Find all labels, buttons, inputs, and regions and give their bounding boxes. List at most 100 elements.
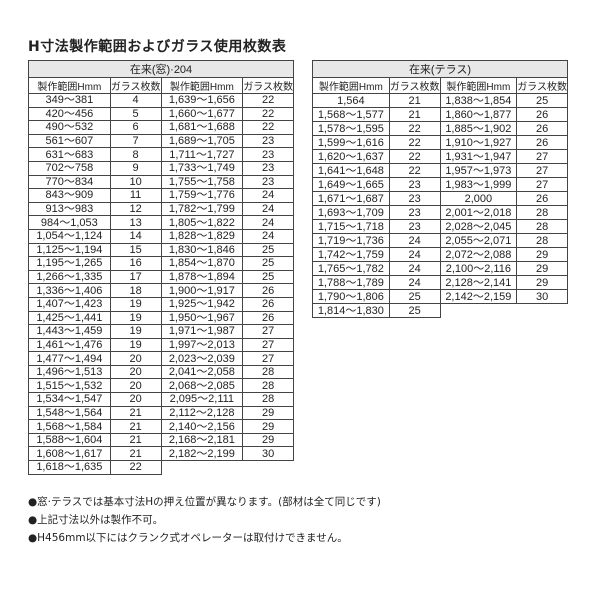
glass-count-cell: 21 <box>388 93 441 108</box>
table-row: 1,814～1,830 25 <box>312 303 568 318</box>
glass-count-cell: 24 <box>388 275 441 290</box>
range-cell: 1,790～1,806 <box>312 289 390 304</box>
empty-cell <box>161 461 294 475</box>
range-cell: 1,689～1,705 <box>160 133 244 149</box>
glass-count-cell: 23 <box>242 174 294 190</box>
glass-count-cell: 28 <box>516 205 568 220</box>
glass-count-cell: 21 <box>109 446 162 462</box>
range-cell: 349～381 <box>28 93 111 108</box>
table-row: 1,443～1,459 19 1,971～1,987 27 <box>28 324 294 339</box>
table-row: 1,568～1,577 21 1,860～1,877 26 <box>312 107 568 122</box>
table-row: 1,719～1,736 24 2,055～2,071 28 <box>312 233 568 248</box>
table-row: 843～909 11 1,759～1,776 24 <box>28 188 294 203</box>
glass-count-cell: 29 <box>516 247 568 262</box>
range-cell: 2,095～2,111 <box>160 392 244 407</box>
glass-count-cell: 25 <box>242 256 294 271</box>
glass-count-cell: 23 <box>388 191 441 206</box>
glass-count-cell: 23 <box>242 133 294 149</box>
table-row: 984～1,053 13 1,805～1,822 24 <box>28 215 294 230</box>
range-cell: 1,742～1,759 <box>312 247 390 262</box>
footnote: ●上記寸法以外は製作不可。 <box>28 514 164 526</box>
column-header: ガラス枚数 <box>516 77 568 94</box>
table-row: 1,620～1,637 22 1,931～1,947 27 <box>312 149 568 164</box>
glass-count-cell: 25 <box>516 93 568 108</box>
range-cell: 1,711～1,727 <box>160 147 244 162</box>
glass-count-cell: 12 <box>109 201 162 217</box>
glass-count-cell: 17 <box>109 269 162 285</box>
column-header: ガラス枚数 <box>388 77 441 94</box>
glass-count-cell: 28 <box>242 364 294 380</box>
glass-count-cell: 26 <box>516 121 568 136</box>
range-cell: 1,599～1,616 <box>312 135 390 150</box>
range-cell: 1,828～1,829 <box>160 228 244 244</box>
range-cell: 1,997～2,013 <box>160 337 244 353</box>
footnotes: ●窓·テラスでは基本寸法Hの押え位置が異なります。(部材は全て同じです) ●上記… <box>28 493 381 547</box>
glass-count-cell: 22 <box>109 460 162 475</box>
glass-count-cell: 27 <box>516 149 568 164</box>
range-cell: 1,838～1,854 <box>439 93 518 108</box>
glass-count-cell: 24 <box>388 261 441 276</box>
range-cell: 1,125～1,194 <box>28 242 111 258</box>
footnote: ●窓·テラスでは基本寸法Hの押え位置が異なります。(部材は全て同じです) <box>28 496 381 508</box>
range-cell: 1,641～1,648 <box>312 163 390 178</box>
column-header: ガラス枚数 <box>242 77 294 94</box>
table-row: 1,693～1,709 23 2,001～2,018 28 <box>312 205 568 220</box>
table-row: 913～983 12 1,782～1,799 24 <box>28 201 294 217</box>
glass-count-cell: 28 <box>516 233 568 248</box>
table-row: 1,578～1,595 22 1,885～1,902 26 <box>312 121 568 136</box>
glass-count-cell: 21 <box>388 107 441 122</box>
range-cell: 1,461～1,476 <box>28 337 111 353</box>
glass-count-cell: 21 <box>109 432 162 448</box>
glass-count-cell: 29 <box>516 275 568 290</box>
table-row: 1,461～1,476 19 1,997～2,013 27 <box>28 337 294 353</box>
table-row: 1,548～1,564 21 2,112～2,128 29 <box>28 405 294 421</box>
range-cell: 702～758 <box>28 160 111 176</box>
range-cell: 1,759～1,776 <box>160 188 244 203</box>
glass-count-cell: 30 <box>516 289 568 304</box>
range-cell: 490～532 <box>28 120 111 135</box>
range-cell: 1,671～1,687 <box>312 191 390 206</box>
range-cell: 1,878～1,894 <box>160 269 244 285</box>
glass-count-cell: 20 <box>109 392 162 407</box>
range-cell: 1,578～1,595 <box>312 121 390 136</box>
glass-count-cell: 21 <box>109 419 162 434</box>
range-cell: 1,765～1,782 <box>312 261 390 276</box>
glass-count-cell: 23 <box>242 160 294 176</box>
range-cell: 1,608～1,617 <box>28 446 111 462</box>
glass-count-cell: 29 <box>516 261 568 276</box>
column-header: 製作範囲Hmm <box>160 77 244 94</box>
range-cell: 1,548～1,564 <box>28 405 111 421</box>
glass-count-cell: 15 <box>109 242 162 258</box>
glass-count-cell: 22 <box>242 93 294 108</box>
range-cell: 1,860～1,877 <box>439 107 518 122</box>
table-row: 770～834 10 1,755～1,758 23 <box>28 174 294 190</box>
range-cell: 1,755～1,758 <box>160 174 244 190</box>
range-cell: 1,660～1,677 <box>160 106 244 122</box>
glass-count-cell: 26 <box>516 135 568 150</box>
range-cell: 1,515～1,532 <box>28 378 111 394</box>
column-header: 製作範囲Hmm <box>312 77 390 94</box>
glass-count-cell: 5 <box>109 106 162 122</box>
glass-count-cell: 23 <box>388 219 441 234</box>
glass-count-cell: 22 <box>388 121 441 136</box>
table-row: 702～758 9 1,733～1,749 23 <box>28 160 294 176</box>
table-row: 1,564 21 1,838～1,854 25 <box>312 93 568 108</box>
table-row: 1,742～1,759 24 2,072～2,088 29 <box>312 247 568 262</box>
table-row: 1,568～1,584 21 2,140～2,156 29 <box>28 419 294 434</box>
glass-count-cell: 23 <box>242 147 294 162</box>
range-cell: 1,957～1,973 <box>439 163 518 178</box>
table-row: 1,588～1,604 21 2,168～2,181 29 <box>28 432 294 448</box>
range-cell: 1,054～1,124 <box>28 228 111 244</box>
range-cell: 1,443～1,459 <box>28 324 111 339</box>
glass-count-cell: 19 <box>109 310 162 326</box>
glass-count-cell: 22 <box>388 149 441 164</box>
glass-count-cell: 27 <box>242 337 294 353</box>
glass-count-cell: 27 <box>242 351 294 366</box>
range-cell: 1,910～1,927 <box>439 135 518 150</box>
empty-cell <box>440 304 568 318</box>
range-cell: 843～909 <box>28 188 111 203</box>
table-terrace: 在来(テラス) 製作範囲Hmm ガラス枚数 製作範囲Hmm ガラス枚数 1,56… <box>312 60 568 318</box>
glass-count-cell: 25 <box>242 269 294 285</box>
range-cell: 1,649～1,665 <box>312 177 390 192</box>
table-row: 1,599～1,616 22 1,910～1,927 26 <box>312 135 568 150</box>
